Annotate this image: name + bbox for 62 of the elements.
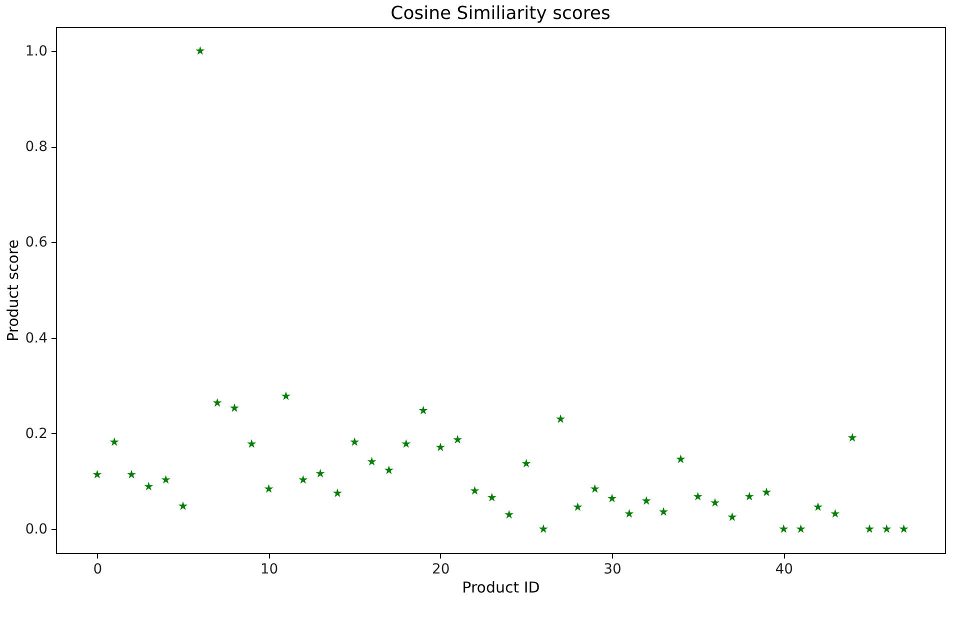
point (247, 439, 256, 448)
y-tick-label: 1.0 (25, 43, 48, 60)
point (212, 398, 222, 407)
point (556, 414, 566, 423)
point (487, 492, 496, 502)
point (864, 524, 874, 533)
y-tick-label: 0.2 (25, 426, 48, 442)
point (316, 468, 325, 478)
y-tick-label: 0.0 (25, 522, 48, 538)
point (744, 492, 754, 500)
point (127, 470, 136, 478)
point (470, 486, 480, 495)
point (710, 498, 720, 507)
point (659, 507, 668, 516)
point (264, 484, 274, 493)
point (418, 406, 428, 414)
point (762, 488, 772, 496)
point (367, 456, 376, 466)
point (230, 403, 239, 412)
x-tick-label: 40 (775, 562, 794, 578)
point (813, 502, 823, 511)
point (676, 454, 686, 464)
point (779, 524, 788, 533)
x-tick-label: 20 (432, 562, 450, 578)
point (92, 470, 102, 478)
point (178, 501, 188, 510)
point (522, 458, 531, 468)
point (796, 524, 806, 533)
point (728, 512, 737, 521)
point (161, 475, 170, 484)
point (281, 391, 290, 400)
point (590, 484, 600, 493)
point (899, 524, 908, 533)
point (624, 509, 634, 518)
point (882, 524, 892, 533)
point (402, 439, 411, 448)
point (350, 437, 360, 446)
y-tick-label: 0.4 (25, 330, 48, 346)
point (298, 475, 308, 484)
x-tick-label: 0 (93, 562, 102, 578)
point (196, 46, 205, 55)
point (642, 496, 651, 505)
point (538, 524, 548, 533)
point (110, 437, 119, 446)
point (573, 502, 582, 511)
point (848, 433, 857, 442)
point (384, 466, 394, 474)
y-tick-label: 0.8 (25, 139, 48, 156)
point (453, 434, 462, 444)
point (693, 492, 702, 500)
x-tick-label: 10 (260, 562, 278, 578)
point (830, 509, 840, 518)
point (608, 494, 617, 502)
point (144, 482, 154, 490)
point (436, 442, 445, 452)
x-axis-title: Product ID (462, 578, 540, 596)
point (504, 510, 514, 519)
x-tick-label: 30 (604, 562, 622, 578)
point (332, 488, 342, 498)
chart-title: Cosine Similiarity scores (390, 3, 610, 24)
y-tick-label: 0.6 (25, 234, 48, 251)
y-axis-title: Product score (4, 239, 22, 342)
